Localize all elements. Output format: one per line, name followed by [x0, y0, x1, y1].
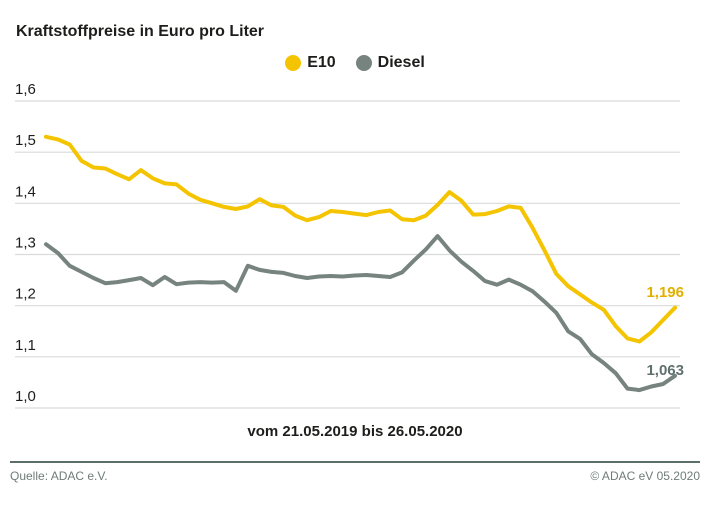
source-note: Quelle: ADAC e.V.: [10, 469, 108, 483]
legend-label-e10: E10: [307, 54, 336, 71]
y-axis-tick-label: 1,2: [15, 286, 36, 303]
footer-divider: [10, 461, 700, 463]
y-axis-tick-label: 1,6: [15, 81, 36, 98]
diesel-current-price-label: 1,063: [646, 362, 684, 379]
e10-legend-dot-icon: [285, 55, 302, 71]
diesel-line: [44, 234, 677, 393]
e10-line: [44, 134, 677, 344]
y-axis-tick-label: 1,4: [15, 183, 36, 200]
chart-title: Kraftstoffpreise in Euro pro Liter: [16, 23, 265, 40]
legend-item-e10: E10: [285, 54, 336, 72]
chart-legend: E10 Diesel: [0, 54, 710, 72]
x-axis-caption: vom 21.05.2019 bis 26.05.2020: [247, 423, 463, 440]
y-axis-tick-label: 1,3: [15, 235, 36, 252]
y-axis-tick-label: 1,0: [15, 388, 36, 405]
copyright-note: © ADAC eV 05.2020: [590, 469, 700, 483]
price-chart: 1,0 1,1 1,2 1,3 1,4 1,5 1,6: [15, 81, 680, 409]
legend-label-diesel: Diesel: [377, 54, 425, 71]
e10-current-price-label: 1,196: [646, 284, 684, 301]
y-axis-tick-label: 1,1: [15, 337, 36, 354]
legend-item-diesel: Diesel: [355, 54, 425, 72]
y-axis-tick-label: 1,5: [15, 132, 36, 149]
diesel-legend-dot-icon: [355, 55, 372, 71]
